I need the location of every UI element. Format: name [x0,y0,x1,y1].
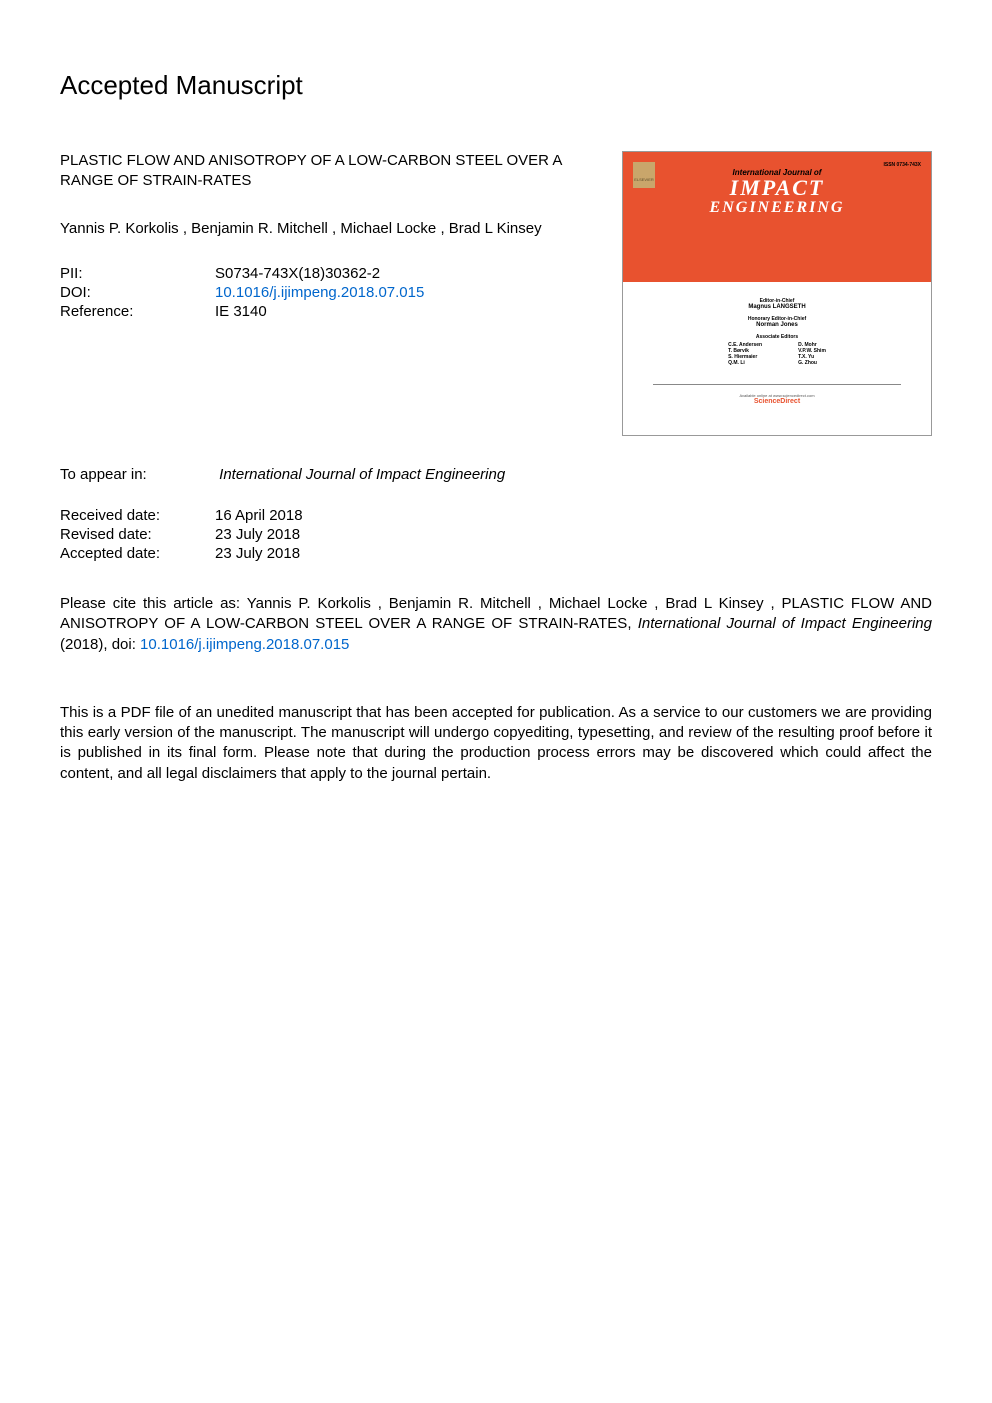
citation-year: (2018), doi: [60,636,140,653]
received-value: 16 April 2018 [215,507,303,526]
cover-assoc-right: D. Mohr V.P.W. Shim T.X. Yu G. Zhou [798,342,826,366]
accepted-row: Accepted date: 23 July 2018 [60,545,303,564]
citation-doi-link[interactable]: 10.1016/j.ijimpeng.2018.07.015 [140,636,349,653]
cover-honorary-name: Norman Jones [643,322,911,328]
reference-label: Reference: [60,303,215,322]
cover-assoc-label: Associate Editors [643,334,911,340]
meta-table: PII: S0734-743X(18)30362-2 DOI: 10.1016/… [60,265,424,322]
journal-cover-thumbnail: ELSEVIER ISSN 0734-743X International Jo… [622,151,932,436]
cover-top-panel: ELSEVIER ISSN 0734-743X International Jo… [623,152,931,282]
left-column: PLASTIC FLOW AND ANISOTROPY OF A LOW-CAR… [60,151,582,436]
doi-label: DOI: [60,284,215,303]
cover-divider [653,384,901,385]
cover-sciencedirect: ScienceDirect [643,398,911,405]
cover-engineering-word: ENGINEERING [631,199,923,217]
citation-block: Please cite this article as: Yannis P. K… [60,594,932,655]
cover-assoc-left: C.E. Andersen T. Børvik S. Hiermaier Q.M… [728,342,762,366]
reference-value: IE 3140 [215,303,424,322]
pii-label: PII: [60,265,215,284]
doi-link[interactable]: 10.1016/j.ijimpeng.2018.07.015 [215,284,424,301]
dates-table: Received date: 16 April 2018 Revised dat… [60,507,303,564]
appear-in-label: To appear in: [60,466,215,483]
doi-row: DOI: 10.1016/j.ijimpeng.2018.07.015 [60,284,424,303]
reference-row: Reference: IE 3140 [60,303,424,322]
received-label: Received date: [60,507,215,526]
cover-assoc-editors: C.E. Andersen T. Børvik S. Hiermaier Q.M… [643,342,911,366]
cover-issn: ISSN 0734-743X [883,162,921,168]
revised-value: 23 July 2018 [215,526,303,545]
article-title: PLASTIC FLOW AND ANISOTROPY OF A LOW-CAR… [60,151,582,192]
cover-eic-name: Magnus LANGSETH [643,304,911,310]
accepted-value: 23 July 2018 [215,545,303,564]
content-row: PLASTIC FLOW AND ANISOTROPY OF A LOW-CAR… [60,151,932,436]
accepted-label: Accepted date: [60,545,215,564]
authors-list: Yannis P. Korkolis , Benjamin R. Mitchel… [60,218,582,239]
page-header: Accepted Manuscript [60,70,932,101]
elsevier-logo-icon: ELSEVIER [633,162,655,188]
pii-row: PII: S0734-743X(18)30362-2 [60,265,424,284]
cover-impact-word: IMPACT [631,177,923,199]
revised-label: Revised date: [60,526,215,545]
received-row: Received date: 16 April 2018 [60,507,303,526]
pii-value: S0734-743X(18)30362-2 [215,265,424,284]
appear-in-journal: International Journal of Impact Engineer… [219,466,505,483]
disclaimer-paragraph: This is a PDF file of an unedited manusc… [60,703,932,784]
cover-bottom-panel: Editor-in-Chief Magnus LANGSETH Honorary… [623,282,931,417]
appear-in-row: To appear in: International Journal of I… [60,466,932,483]
revised-row: Revised date: 23 July 2018 [60,526,303,545]
citation-journal: International Journal of Impact Engineer… [638,615,932,632]
